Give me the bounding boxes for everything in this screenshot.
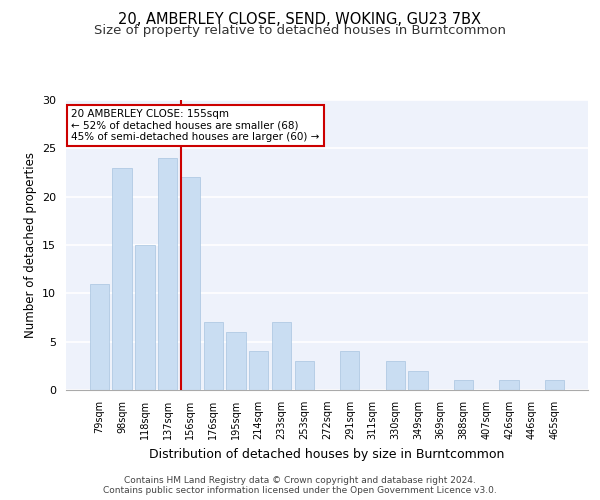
Bar [272,322,291,390]
Bar [112,168,132,390]
Bar [454,380,473,390]
Bar [409,370,428,390]
Bar [499,380,519,390]
Text: 20 AMBERLEY CLOSE: 155sqm
← 52% of detached houses are smaller (68)
45% of semi-: 20 AMBERLEY CLOSE: 155sqm ← 52% of detac… [71,108,320,142]
Bar [226,332,245,390]
Bar [90,284,109,390]
Text: 20, AMBERLEY CLOSE, SEND, WOKING, GU23 7BX: 20, AMBERLEY CLOSE, SEND, WOKING, GU23 7… [119,12,482,28]
Bar [386,361,405,390]
Bar [158,158,178,390]
Bar [181,178,200,390]
X-axis label: Distribution of detached houses by size in Burntcommon: Distribution of detached houses by size … [149,448,505,460]
Text: Size of property relative to detached houses in Burntcommon: Size of property relative to detached ho… [94,24,506,37]
Bar [135,245,155,390]
Bar [203,322,223,390]
Bar [340,352,359,390]
Y-axis label: Number of detached properties: Number of detached properties [23,152,37,338]
Bar [249,352,268,390]
Bar [545,380,564,390]
Text: Contains HM Land Registry data © Crown copyright and database right 2024.
Contai: Contains HM Land Registry data © Crown c… [103,476,497,495]
Bar [295,361,314,390]
